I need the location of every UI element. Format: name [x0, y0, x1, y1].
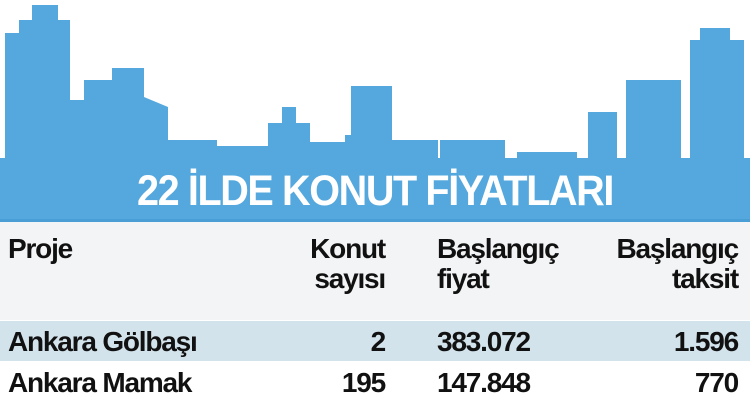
- cell-baslangic-fiyat: 147.848: [437, 367, 531, 398]
- table-row: Ankara Gölbaşı 2 383.072 1.596: [0, 321, 750, 361]
- city-skyline-banner: [0, 5, 750, 222]
- cell-proje: Ankara Mamak: [8, 367, 192, 398]
- cell-konut-sayisi: 195: [341, 367, 386, 398]
- cell-baslangic-fiyat: 383.072: [437, 326, 531, 357]
- cell-proje: Ankara Gölbaşı: [8, 326, 198, 357]
- header-proje: Proje: [8, 233, 73, 264]
- cell-konut-sayisi: 2: [370, 326, 387, 357]
- table-row: Ankara Mamak 195 147.848 770: [0, 362, 750, 415]
- cell-baslangic-taksit: 1.596: [673, 326, 739, 357]
- cell-baslangic-taksit: 770: [694, 367, 739, 398]
- header-konut-sayisi: Konut sayısı: [310, 233, 386, 294]
- banner-title: 22 İLDE KONUT FİYATLARI: [136, 167, 614, 215]
- header-baslangic-taksit: Başlangıç taksit: [616, 233, 740, 294]
- header-baslangic-fiyat: Başlangıç fiyat: [437, 233, 560, 294]
- table-header: Proje Konut sayısı Başlangıç fiyat Başlang…: [0, 222, 750, 320]
